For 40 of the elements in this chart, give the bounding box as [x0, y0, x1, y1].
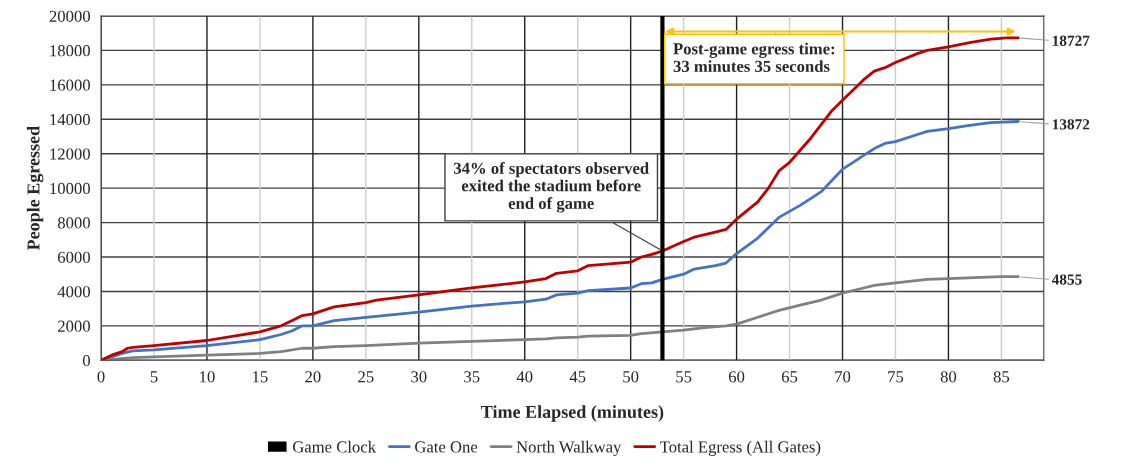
- data-label: 13872: [1052, 119, 1090, 130]
- x-tick-label: 25: [358, 371, 374, 383]
- y-axis-title: People Egressed: [26, 126, 44, 251]
- x-tick-label: 50: [623, 371, 639, 383]
- x-tick-label: 35: [464, 371, 480, 383]
- x-axis-title: Time Elapsed (minutes): [481, 405, 664, 422]
- data-label: 18727: [1052, 35, 1090, 46]
- y-tick-label: 8000: [57, 217, 90, 229]
- x-tick-label: 65: [781, 371, 798, 383]
- y-tick-label: 16000: [50, 79, 90, 91]
- x-tick-label: 10: [200, 371, 215, 383]
- data-label: 4855: [1051, 274, 1082, 285]
- y-tick-label: 18000: [50, 45, 90, 57]
- x-tick-label: 40: [516, 371, 533, 383]
- y-tick-label: 10000: [50, 182, 90, 195]
- x-tick-label: 45: [569, 371, 586, 383]
- y-tick-label: 12000: [50, 148, 90, 160]
- legend-label: Total Egress (All Gates): [660, 440, 821, 456]
- y-tick-label: 14000: [50, 113, 90, 126]
- y-tick-label: 0: [82, 355, 90, 367]
- x-tick-label: 70: [835, 371, 851, 383]
- x-tick-label: 15: [253, 371, 268, 383]
- x-tick-label: 55: [676, 371, 692, 383]
- legend-label: North Walkway: [516, 440, 622, 456]
- y-tick-label: 4000: [57, 286, 90, 298]
- x-tick-label: 80: [940, 371, 957, 383]
- x-tick-label: 60: [728, 371, 745, 383]
- x-tick-label: 20: [305, 371, 321, 383]
- legend-label: Game Clock: [292, 440, 377, 453]
- x-tick-label: 75: [888, 371, 904, 383]
- y-tick-label: 20000: [49, 10, 90, 22]
- x-tick-label: 0: [97, 371, 105, 383]
- legend-label: Gate One: [415, 441, 478, 453]
- y-tick-label: 6000: [57, 251, 90, 263]
- y-tick-label: 2000: [58, 320, 90, 332]
- annotation: 34% of spectators observed exited the stadium before end of game: [453, 162, 649, 213]
- x-tick-label: 85: [993, 371, 1010, 383]
- x-tick-label: 30: [411, 371, 427, 383]
- annotation: Post-game egress time: 33 minutes 35 seconds: [673, 42, 835, 73]
- x-tick-label: 5: [150, 371, 158, 383]
